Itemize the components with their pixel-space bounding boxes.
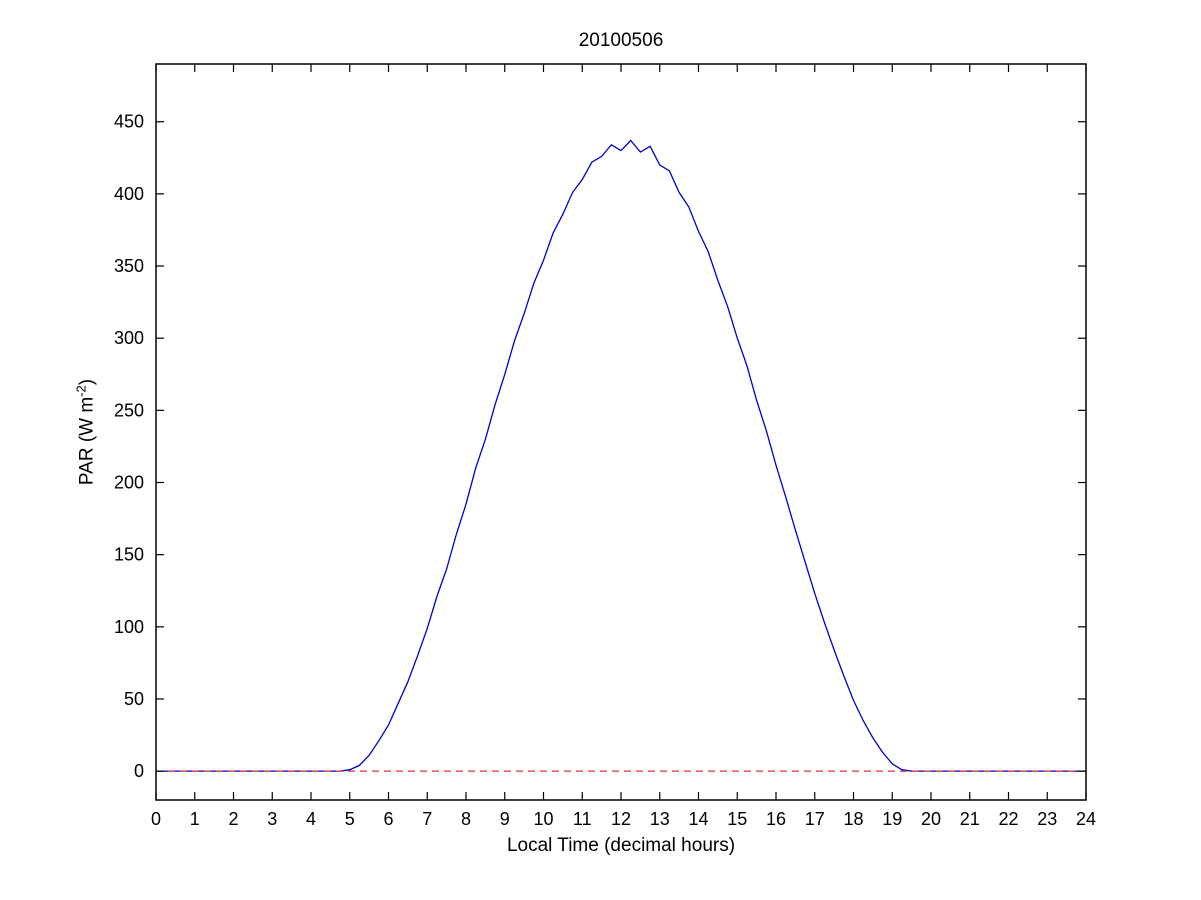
x-tick-label: 18	[843, 809, 863, 829]
x-tick-label: 15	[727, 809, 747, 829]
y-tick-label: 350	[114, 256, 144, 276]
y-tick-label: 450	[114, 112, 144, 132]
x-tick-label: 4	[306, 809, 316, 829]
x-tick-label: 14	[688, 809, 708, 829]
x-tick-label: 10	[533, 809, 553, 829]
x-tick-label: 20	[921, 809, 941, 829]
x-tick-label: 21	[960, 809, 980, 829]
x-tick-label: 13	[650, 809, 670, 829]
x-tick-label: 12	[611, 809, 631, 829]
x-tick-label: 19	[882, 809, 902, 829]
x-tick-label: 8	[461, 809, 471, 829]
chart-title: 20100506	[578, 30, 664, 51]
x-axis-label: Local Time (decimal hours)	[506, 835, 736, 856]
par-measured-line	[156, 139, 1086, 772]
y-tick-label: 50	[124, 689, 144, 709]
y-tick-label: 100	[114, 617, 144, 637]
y-axis-label-prefix: PAR (W m	[76, 396, 98, 486]
x-tick-label: 0	[151, 809, 161, 829]
y-tick-label: 250	[114, 400, 144, 420]
y-axis-label-superscript: -2	[73, 385, 89, 397]
y-tick-label: 150	[114, 545, 144, 565]
y-tick-label: 300	[114, 328, 144, 348]
y-axis-label: PAR (W m-2)	[73, 379, 98, 485]
y-tick-label: 0	[134, 761, 144, 781]
x-tick-label: 5	[345, 809, 355, 829]
axis-frame	[155, 63, 1087, 801]
x-tick-label: 9	[500, 809, 510, 829]
x-tick-label: 22	[998, 809, 1018, 829]
y-tick-label: 400	[114, 184, 144, 204]
y-axis-label-suffix: )	[76, 378, 98, 386]
x-tick-label: 16	[766, 809, 786, 829]
x-tick-label: 1	[190, 809, 200, 829]
x-tick-label: 23	[1037, 809, 1057, 829]
x-tick-label: 24	[1076, 809, 1096, 829]
x-tick-label: 2	[228, 809, 238, 829]
x-tick-label: 3	[267, 809, 277, 829]
x-tick-label: 11	[573, 809, 592, 829]
y-tick-label: 200	[114, 473, 144, 493]
x-tick-label: 17	[805, 809, 825, 829]
x-tick-label: 7	[422, 809, 432, 829]
x-tick-label: 6	[383, 809, 393, 829]
